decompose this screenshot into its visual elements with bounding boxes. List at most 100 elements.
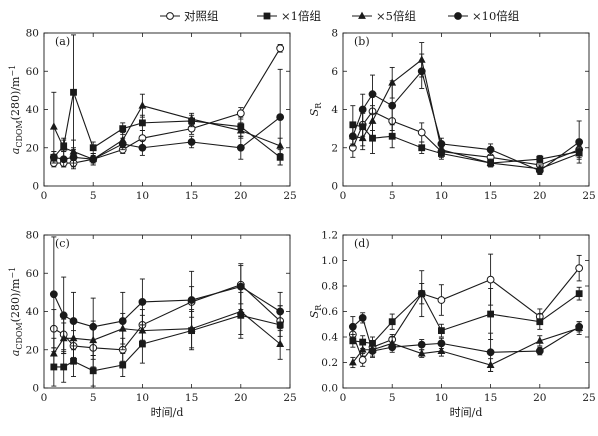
data-point xyxy=(437,339,446,348)
x-tick-label: 10 xyxy=(435,392,448,404)
plot-frame xyxy=(43,32,291,187)
y-tick-label: 1.2 xyxy=(321,230,338,242)
data-point xyxy=(368,90,377,99)
series-1 xyxy=(49,265,285,368)
x-tick-label: 10 xyxy=(136,392,149,404)
data-point xyxy=(119,125,127,133)
data-point xyxy=(70,88,77,96)
x-tick-label: 25 xyxy=(582,190,595,202)
y-tick-label: 8 xyxy=(331,28,338,40)
data-point xyxy=(89,144,97,152)
y-tick-label: 60 xyxy=(26,66,39,78)
x-tick-label: 15 xyxy=(185,190,198,202)
data-point xyxy=(187,114,196,122)
y-tick-label: 20 xyxy=(26,142,39,154)
data-point xyxy=(49,122,58,130)
data-point xyxy=(276,307,285,316)
data-point xyxy=(358,345,367,353)
chart-panel-3: 0 5 10 15 20 25 0 20 40 60 80 (c) aCDOM(280)/m−1 时间/d xyxy=(8,230,297,420)
y-axis-label-subscript: CDOM xyxy=(15,322,24,349)
data-point xyxy=(138,298,147,306)
series-4 xyxy=(348,53,584,175)
y-tick-label: 20 xyxy=(26,344,39,356)
x-tick-label: 10 xyxy=(435,190,448,202)
y-axis-label-symbol: a xyxy=(9,148,22,155)
series-line xyxy=(53,314,281,372)
data-point xyxy=(59,311,68,320)
data-point xyxy=(437,140,446,148)
data-point xyxy=(368,347,377,355)
legend: 对照组 ×1倍组 ×5倍组 ×10倍组 xyxy=(160,9,520,23)
data-point xyxy=(388,101,397,110)
data-point xyxy=(575,322,584,331)
data-point xyxy=(359,338,367,346)
series-line xyxy=(53,90,281,158)
x-tick-label: 0 xyxy=(41,190,48,202)
data-point xyxy=(438,327,445,335)
data-point xyxy=(368,116,377,124)
series-line xyxy=(53,286,281,328)
data-point xyxy=(49,290,58,299)
x-tick-label: 20 xyxy=(533,392,546,404)
y-axis-label-exponent: −1 xyxy=(8,267,17,279)
data-point xyxy=(60,363,68,371)
series-3 xyxy=(49,91,285,166)
series-4 xyxy=(49,68,285,168)
x-tick-label: 20 xyxy=(533,190,546,202)
data-point xyxy=(575,138,584,146)
y-tick-label: 0.2 xyxy=(321,357,338,369)
data-point xyxy=(138,326,147,334)
x-tick-label: 5 xyxy=(389,392,396,404)
x-tick-label: 25 xyxy=(283,392,296,404)
data-point xyxy=(236,143,245,152)
legend-label: ×5倍组 xyxy=(376,9,416,23)
y-tick-label: 0 xyxy=(32,181,39,193)
data-point xyxy=(118,317,127,325)
data-point xyxy=(139,119,146,127)
chart-panel-4: 0 5 10 15 20 25 0.0 0.2 0.4 0.6 0.8 1.0 1.2 (d) SR 时间/d xyxy=(308,230,596,420)
series-line xyxy=(53,48,281,164)
chart-panel-2: 0 5 10 15 20 25 0 2 4 6 8 (b) SR xyxy=(308,28,596,203)
y-tick-label: 0.8 xyxy=(321,281,338,293)
panel-label: (b) xyxy=(354,35,370,48)
y-axis-label: SR xyxy=(308,304,323,319)
data-point xyxy=(536,318,544,326)
data-point xyxy=(276,113,285,122)
data-point xyxy=(486,145,495,154)
data-point xyxy=(70,357,77,365)
x-tick-label: 15 xyxy=(484,190,497,202)
x-tick-label: 25 xyxy=(283,190,296,202)
data-point xyxy=(486,348,495,357)
y-axis-label-exponent: −1 xyxy=(8,65,17,77)
series-line xyxy=(352,124,580,164)
x-tick-label: 0 xyxy=(340,190,347,202)
data-point xyxy=(59,155,68,164)
x-tick-label: 5 xyxy=(90,392,97,404)
y-tick-label: 0 xyxy=(32,383,39,395)
data-point xyxy=(118,140,127,148)
y-axis-label-symbol: a xyxy=(9,350,22,357)
data-point xyxy=(119,361,127,369)
legend-item-2: ×1倍组 xyxy=(257,9,321,23)
y-axis-label: SR xyxy=(308,102,323,117)
y-tick-label: 2 xyxy=(331,142,338,154)
data-point xyxy=(486,275,495,284)
data-point xyxy=(437,346,446,354)
legend-item-4: ×10倍组 xyxy=(448,9,520,23)
y-axis-label-subscript: R xyxy=(314,102,323,109)
y-tick-label: 0.4 xyxy=(321,332,338,344)
data-point xyxy=(236,126,245,134)
data-point xyxy=(348,322,357,331)
y-tick-label: 80 xyxy=(26,230,39,242)
data-point xyxy=(89,367,97,375)
y-axis-label-symbol: S xyxy=(308,310,321,318)
legend-label: ×10倍组 xyxy=(472,9,520,23)
data-point xyxy=(358,133,367,142)
data-point xyxy=(369,134,376,142)
data-point xyxy=(575,290,583,298)
y-tick-label: 40 xyxy=(26,306,39,318)
y-tick-label: 40 xyxy=(26,104,39,116)
x-tick-label: 25 xyxy=(582,392,595,404)
